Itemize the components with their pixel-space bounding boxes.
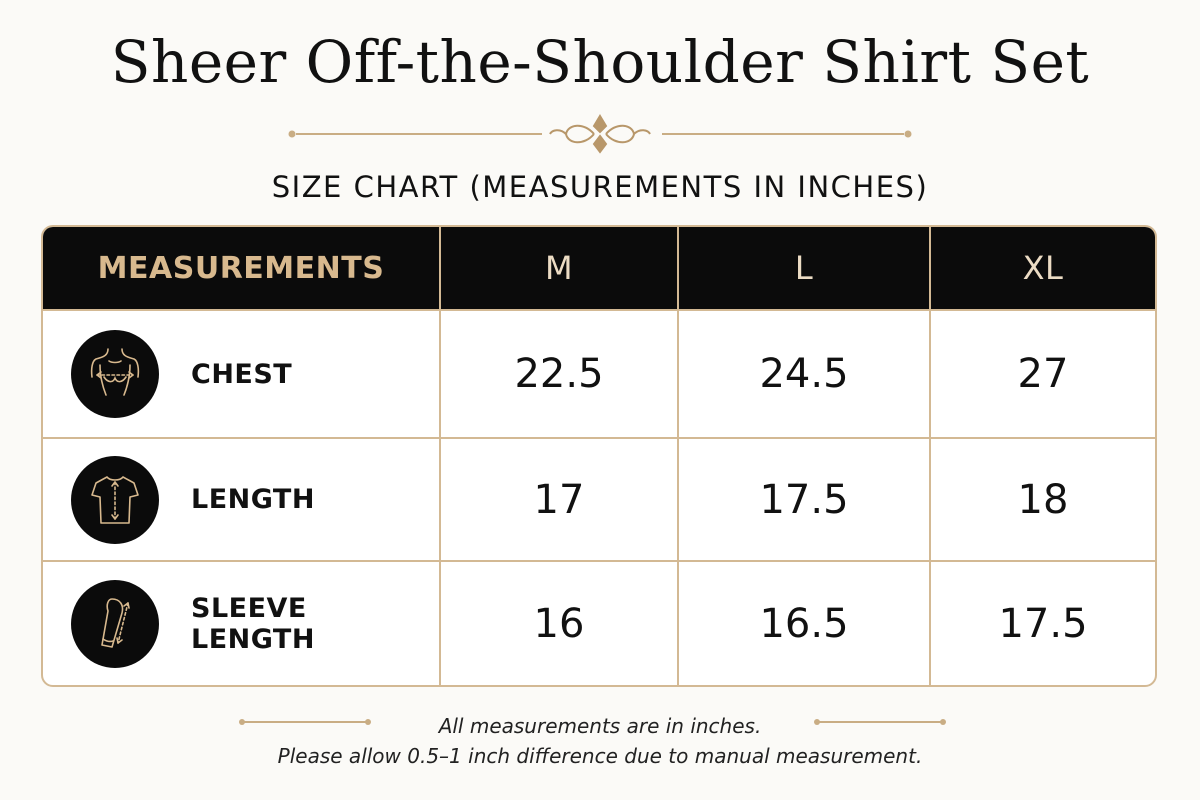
header-size-l: L — [679, 227, 931, 311]
footer-note-tolerance: Please allow 0.5–1 inch difference due t… — [277, 744, 923, 768]
title-ornament-divider — [288, 114, 912, 154]
footer-dot-right-start — [814, 719, 820, 725]
page-title: Sheer Off-the-Shoulder Shirt Set — [110, 28, 1090, 96]
tshirt-length-icon — [71, 455, 159, 544]
header-size-xl: XL — [931, 227, 1155, 311]
row-length-label: LENGTH — [43, 439, 441, 562]
sleeve-length-value-m: 16 — [441, 562, 679, 685]
length-value-l: 17.5 — [679, 439, 931, 562]
chest-value-l: 24.5 — [679, 311, 931, 439]
sleeve-length-label-text: SLEEVE LENGTH — [191, 592, 315, 655]
length-value-xl: 18 — [931, 439, 1155, 562]
sleeve-length-value-l: 16.5 — [679, 562, 931, 685]
length-value-m: 17 — [441, 439, 679, 562]
size-chart-table: MEASUREMENTS M L XL CHEST 22.5 2 — [41, 225, 1157, 687]
footer-dot-right-end — [940, 719, 946, 725]
row-sleeve-length-label: SLEEVE LENGTH — [43, 562, 441, 685]
chest-value-m: 22.5 — [441, 311, 679, 439]
sleeve-length-icon — [71, 579, 159, 668]
sleeve-length-value-xl: 17.5 — [998, 600, 1088, 647]
length-label-text: LENGTH — [191, 484, 315, 515]
footer-dot-left-start — [239, 719, 245, 725]
footer-divider-right — [818, 721, 942, 723]
footer-divider-left — [244, 721, 368, 723]
footer-note-units: All measurements are in inches. — [438, 714, 762, 738]
chest-value-xl: 27 — [931, 311, 1155, 439]
chest-measure-icon — [71, 330, 159, 418]
header-measurements: MEASUREMENTS — [43, 227, 441, 311]
chest-label-text: CHEST — [191, 358, 293, 390]
size-chart-subtitle: SIZE CHART (MEASUREMENTS IN INCHES) — [271, 170, 929, 204]
header-size-m: M — [441, 227, 679, 311]
footer-dot-left-end — [365, 719, 371, 725]
row-chest-label: CHEST — [43, 311, 441, 439]
